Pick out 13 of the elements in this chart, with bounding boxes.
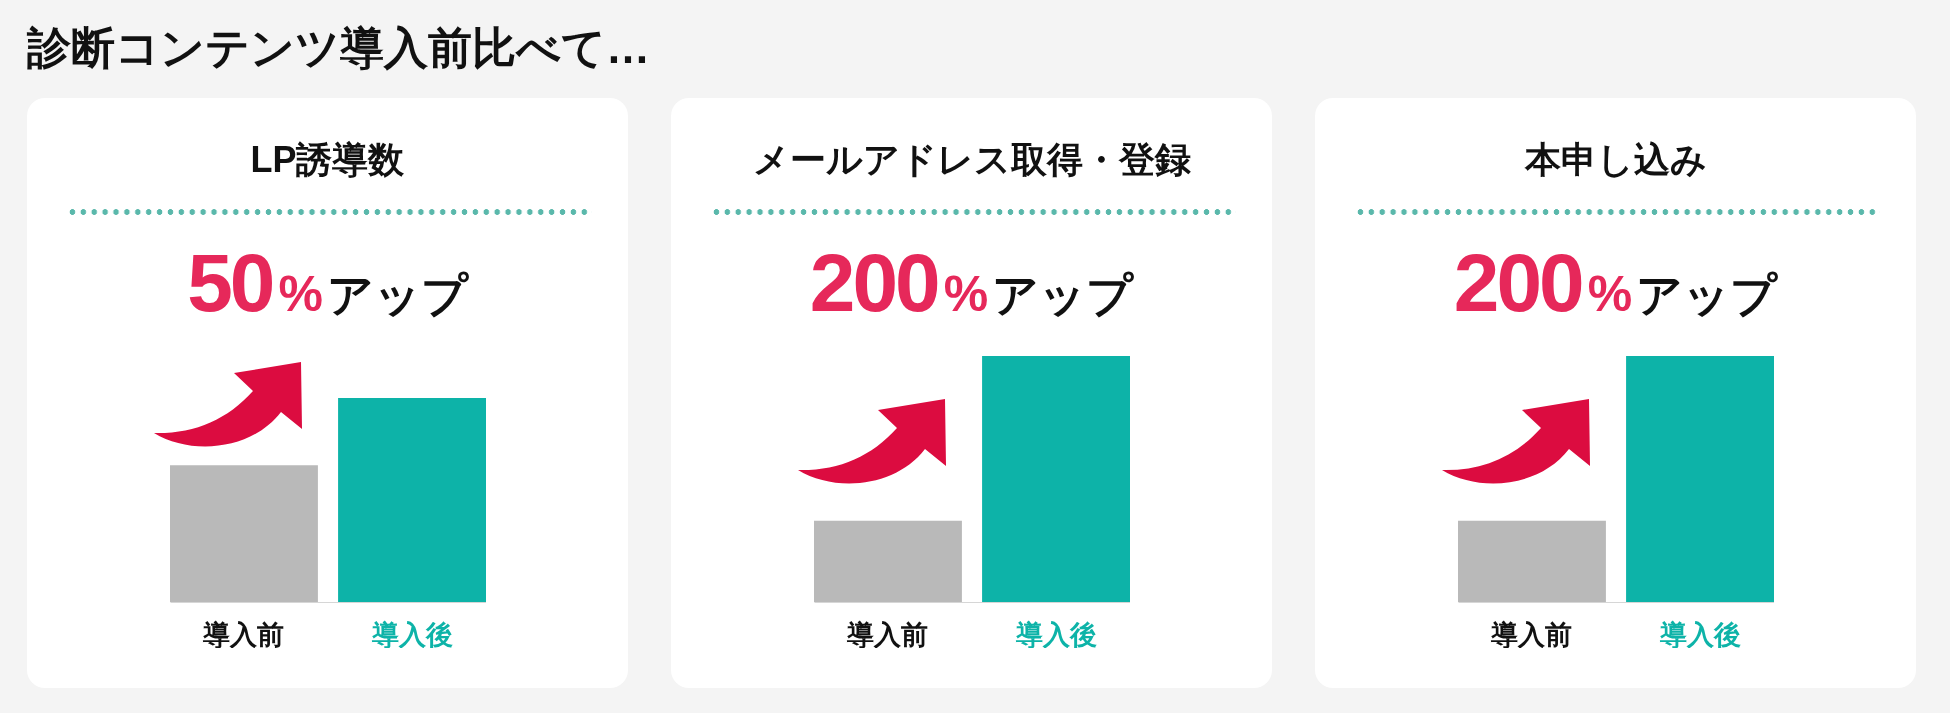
text: 診断コンテンツ導入前比べて… (27, 22, 650, 74)
x-tick-label: 導入前 (846, 619, 929, 650)
chart-title: メールアドレス取得・登録 (751, 138, 1192, 182)
chart-title: LP誘導数 (249, 138, 406, 182)
chart-subtitle: 200%アップ (1453, 237, 1778, 328)
x-tick-label: 導入後 (370, 619, 453, 650)
x-tick-label: 導入後 (1014, 619, 1097, 650)
chart-title: 本申し込み (1523, 138, 1708, 182)
chart-subtitle: 200%アップ (809, 237, 1134, 328)
x-tick-label: 導入前 (1490, 619, 1573, 650)
chart-subtitle: 50%アップ (187, 237, 468, 328)
x-tick-label: 導入前 (202, 619, 285, 650)
x-tick-label: 導入後 (1658, 619, 1741, 650)
